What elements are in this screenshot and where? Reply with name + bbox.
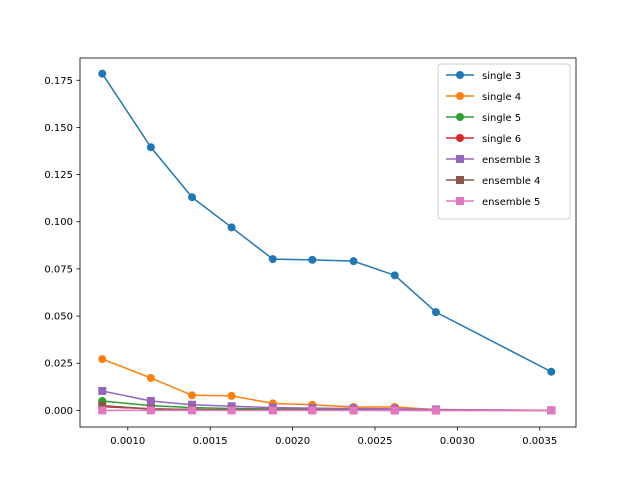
y-tick-label: 0.075 [44,264,73,275]
data-point-single-3 [431,308,440,317]
data-point-ensemble-5 [146,406,155,415]
series-layer [98,69,556,415]
data-point-ensemble-5 [268,406,277,415]
y-tick-label: 0.125 [44,170,73,181]
x-tick-label: 0.0015 [193,436,228,447]
legend-marker-single-3 [456,71,464,79]
y-axis: 0.000 0.025 0.050 0.075 0.100 0.125 0.150 0.175 [44,76,80,417]
data-point-ensemble-5 [547,406,556,415]
plot-area-frame [79,57,577,428]
data-point-ensemble-5 [349,406,358,415]
y-tick-label: 0.175 [44,76,73,87]
y-tick-label: 0.050 [44,312,73,323]
data-point-ensemble-5 [308,406,317,415]
legend-label: ensemble 3 [482,155,540,166]
y-tick-label: 0.100 [44,217,73,228]
y-tick-label: 0.025 [44,359,73,370]
x-tick-label: 0.0030 [440,436,475,447]
data-point-ensemble-3 [98,386,107,395]
data-point-single-3 [146,143,155,152]
data-point-ensemble-4 [98,401,107,410]
legend-label: ensemble 5 [482,197,540,208]
legend-marker-single-4 [456,92,464,100]
legend-marker-single-5 [456,113,464,121]
legend-label: single 4 [482,92,521,103]
data-point-ensemble-3 [188,400,197,409]
legend-marker-single-6 [456,134,464,142]
data-point-single-4 [146,373,155,382]
data-point-ensemble-3 [146,396,155,405]
legend-label: ensemble 4 [482,176,540,187]
x-axis: 0.0010 0.0015 0.0020 0.0025 0.0030 0.0035 [110,427,557,447]
data-point-single-3 [98,69,107,78]
legend-label: single 6 [482,134,521,145]
data-point-single-4 [98,355,107,364]
data-point-single-3 [227,223,236,232]
data-point-ensemble-5 [390,406,399,415]
data-point-ensemble-5 [188,406,197,415]
data-point-single-3 [390,271,399,280]
series-line-single-4 [101,358,552,412]
data-point-single-3 [349,257,358,266]
data-point-single-3 [547,367,556,376]
series-ensemble-5 [98,406,556,415]
x-tick-label: 0.0010 [110,436,145,447]
legend-label: single 5 [482,113,521,124]
data-point-ensemble-5 [227,406,236,415]
data-point-ensemble-5 [98,406,107,415]
series-line-single-3 [101,73,552,373]
legend-marker-ensemble-3 [456,155,464,163]
data-point-single-4 [227,391,236,400]
y-tick-label: 0.150 [44,123,73,134]
legend: single 3 single 4 single 5 single 6 ensemble… [437,63,571,220]
legend-marker-ensemble-4 [456,176,464,184]
series-single-3 [98,69,556,376]
plot-axes: 0.0010 0.0015 0.0020 0.0025 0.0030 0.0035 0.0… [44,57,577,447]
x-tick-label: 0.0035 [522,436,557,447]
series-line-ensemble-3 [102,390,552,412]
y-tick-label: 0.000 [44,406,73,417]
x-tick-label: 0.0025 [357,436,392,447]
legend-label: single 3 [482,71,521,82]
data-point-single-3 [268,255,277,264]
data-point-ensemble-5 [431,406,440,415]
data-point-single-3 [308,255,317,264]
data-point-single-4 [188,391,197,400]
legend-marker-ensemble-5 [456,197,464,205]
x-tick-label: 0.0020 [275,436,310,447]
data-point-single-3 [188,193,197,202]
